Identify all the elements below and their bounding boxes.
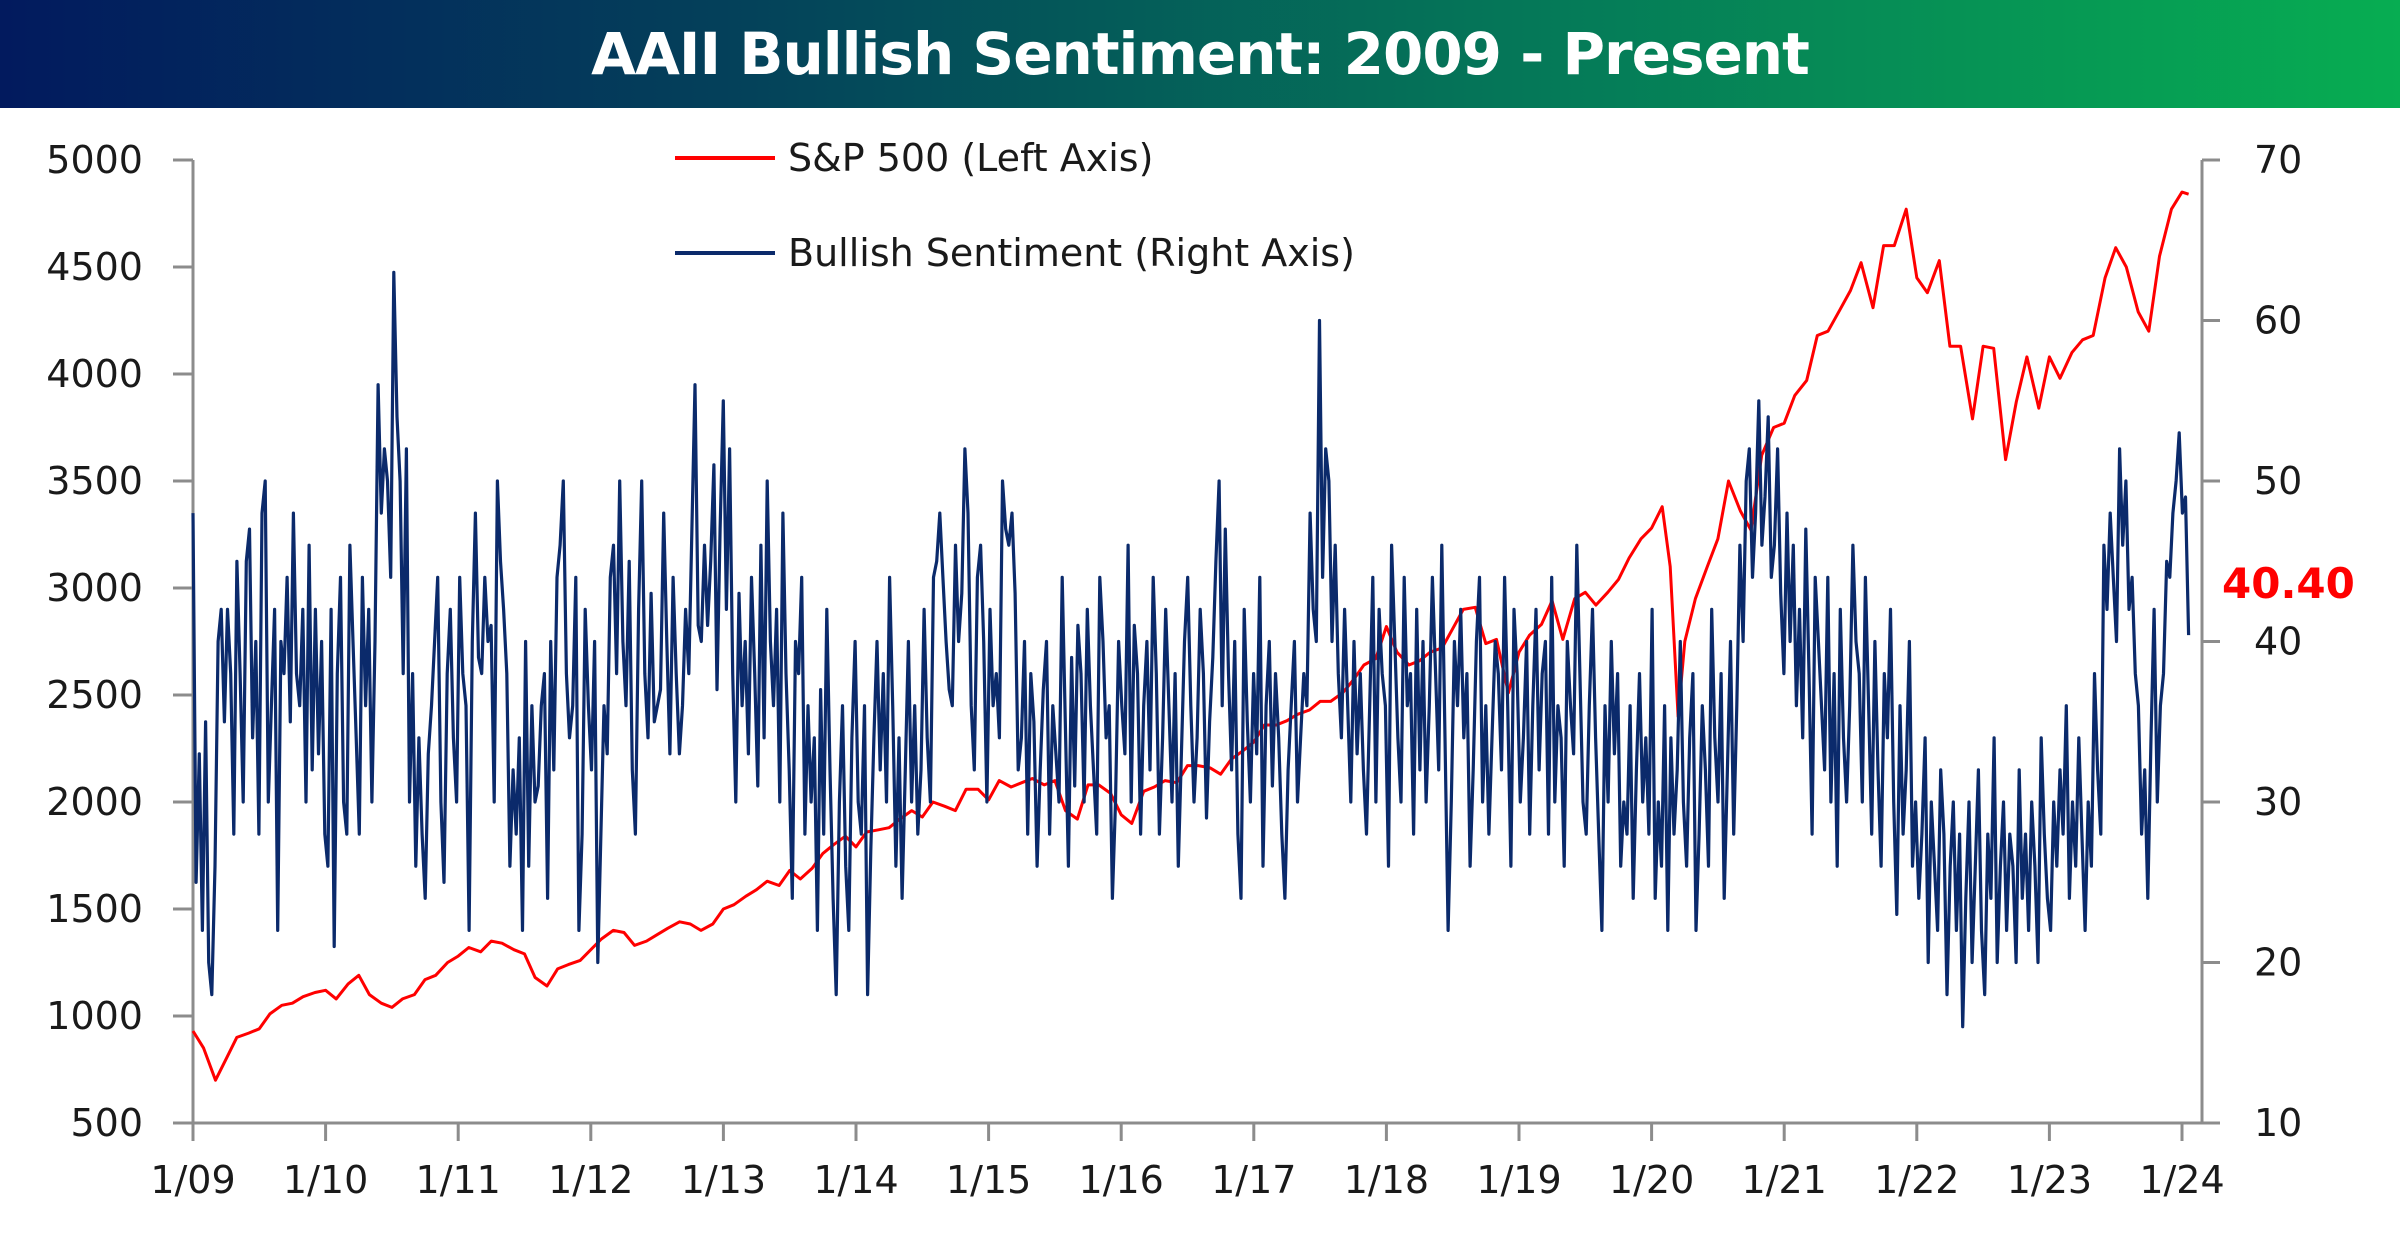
x-tick-label: 1/10 xyxy=(283,1158,368,1202)
chart-title-bar: AAII Bullish Sentiment: 2009 - Present xyxy=(0,0,2400,108)
sp500-line xyxy=(191,190,2190,1082)
y-right-tick-label: 20 xyxy=(2254,941,2302,985)
x-tick-label: 1/15 xyxy=(946,1158,1031,1202)
axes: 500 1000 1500 2000 2500 3000 3500 4000 4500 5000 1… xyxy=(46,138,2302,1202)
last-value-label: 40.40 xyxy=(2222,559,2355,608)
y-left-tick-label: 5000 xyxy=(46,138,143,182)
y-right-tick-label: 30 xyxy=(2254,780,2302,824)
legend-label-sentiment: Bullish Sentiment (Right Axis) xyxy=(788,231,1355,275)
x-tick-label: 1/19 xyxy=(1476,1158,1561,1202)
x-tick-label: 1/22 xyxy=(1874,1158,1959,1202)
chart-title: AAII Bullish Sentiment: 2009 - Present xyxy=(591,20,1810,88)
x-tick-label: 1/11 xyxy=(416,1158,501,1202)
legend: S&P 500 (Left Axis) Bullish Sentiment (R… xyxy=(675,136,1355,275)
y-left-tick-label: 3000 xyxy=(46,566,143,610)
sp500-series xyxy=(191,190,2190,1082)
x-tick-label: 1/09 xyxy=(150,1158,235,1202)
x-tick-label: 1/13 xyxy=(681,1158,766,1202)
x-tick-label: 1/23 xyxy=(2007,1158,2092,1202)
y-left-tick-label: 4500 xyxy=(46,245,143,289)
sentiment-line xyxy=(191,270,2191,1029)
y-left-tick-label: 2000 xyxy=(46,780,143,824)
y-left-tick-label: 1500 xyxy=(46,887,143,931)
x-tick-label: 1/18 xyxy=(1344,1158,1429,1202)
legend-label-sp500: S&P 500 (Left Axis) xyxy=(788,136,1153,180)
y-left-tick-label: 2500 xyxy=(46,673,143,717)
y-left-tick-label: 4000 xyxy=(46,352,143,396)
x-tick-label: 1/21 xyxy=(1742,1158,1827,1202)
y-right-tick-label: 40 xyxy=(2254,620,2302,664)
y-left-tick-label: 1000 xyxy=(46,994,143,1038)
y-left-tick-label: 3500 xyxy=(46,459,143,503)
x-tick-label: 1/24 xyxy=(2139,1158,2224,1202)
y-right-tick-label: 50 xyxy=(2254,459,2302,503)
y-left-tick-label: 500 xyxy=(70,1101,143,1145)
x-tick-label: 1/16 xyxy=(1079,1158,1164,1202)
x-tick-label: 1/12 xyxy=(548,1158,633,1202)
x-tick-label: 1/14 xyxy=(813,1158,898,1202)
y-right-tick-label: 10 xyxy=(2254,1101,2302,1145)
x-tick-label: 1/20 xyxy=(1609,1158,1694,1202)
x-tick-label: 1/17 xyxy=(1211,1158,1296,1202)
y-right-tick-label: 60 xyxy=(2254,299,2302,343)
sentiment-series xyxy=(191,270,2191,1029)
y-right-tick-label: 70 xyxy=(2254,138,2302,182)
